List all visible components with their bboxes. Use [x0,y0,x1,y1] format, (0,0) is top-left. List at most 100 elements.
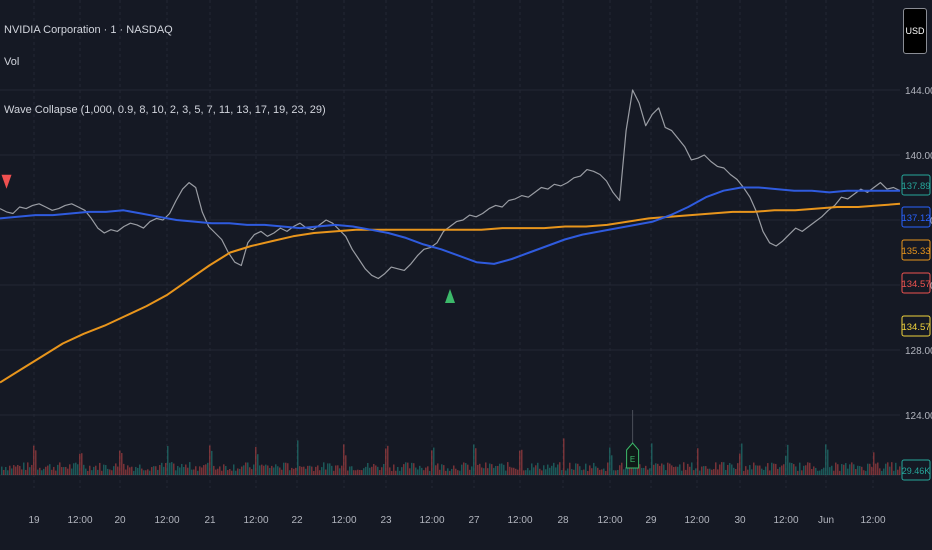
volume-bar [61,467,63,475]
currency-button[interactable]: USD [903,8,927,54]
symbol-legend[interactable]: NVIDIA Corporation · 1 · NASDAQ [4,24,173,36]
volume-bar [65,466,67,475]
volume-bar [649,468,651,475]
volume-bar [891,462,893,475]
volume-bar [359,469,361,475]
volume-bar [803,465,805,475]
time-tick-label: 28 [557,515,569,526]
volume-bar [203,465,205,475]
volume-bar [655,463,657,475]
volume-bar [581,470,583,475]
volume-bar [637,462,639,475]
volume-bar [607,462,609,475]
volume-bar [7,470,9,475]
volume-legend[interactable]: Vol [4,56,20,68]
volume-bar [851,462,853,475]
volume-bar [595,466,597,475]
volume-bar [491,464,493,475]
time-tick-label: 19 [28,515,40,526]
volume-bar [547,464,549,475]
volume-bar [817,470,819,475]
volume-bar [289,470,291,475]
volume-bar [861,466,863,475]
volume-bar [727,464,729,475]
volume-bar [807,462,809,475]
volume-bar [387,445,389,475]
time-axis[interactable]: 19 12:00 20 12:00 21 12:00 22 12:00 23 12:00 27 12:… [28,515,886,526]
volume-bar [167,446,169,475]
volume-bar [443,465,445,475]
volume-bar [27,462,29,475]
volume-bar [205,464,207,475]
volume-bar [37,469,39,475]
volume-bar [645,465,647,475]
volume-bar [511,467,513,475]
volume-bar [25,469,27,475]
volume-bar [723,462,725,475]
volume-bar [731,464,733,475]
volume-bar [783,464,785,475]
volume-bar [89,465,91,475]
volume-bar [709,468,711,475]
volume-bar [101,470,103,475]
volume-bar [839,470,841,475]
volume-bar [701,466,703,475]
volume-bar [597,467,599,475]
volume-bar [413,463,415,475]
volume-bar [349,466,351,475]
volume-bar [273,467,275,475]
volume-bar [717,469,719,475]
volume-bar [219,466,221,475]
volume-bar [299,466,301,475]
volume-bar [47,465,49,475]
volume-bar [639,464,641,475]
volume-bar [843,464,845,475]
time-tick-label: 12:00 [419,515,444,526]
volume-bar [763,469,765,475]
volume-bar [697,448,699,475]
volume-bar [259,465,261,475]
volume-bar [887,462,889,475]
volume-bar [245,462,247,475]
volume-bar [31,464,33,475]
volume-bar [69,464,71,475]
volume-bar [677,466,679,475]
volume-bar [669,463,671,475]
indicator-legend[interactable]: Wave Collapse (1,000, 0.9, 8, 10, 2, 3, … [4,104,326,116]
volume-bar [557,464,559,475]
volume-bar [305,468,307,475]
volume-bar [141,468,143,475]
volume-bar [39,467,41,475]
volume-bar [249,467,251,475]
volume-bar [125,469,127,475]
volume-bar [439,469,441,475]
volume-bar [689,466,691,475]
volume-bar [567,468,569,475]
price-axis[interactable]: 124.00128.00132.00136.00140.00144.00137.… [901,86,932,481]
earnings-marker[interactable] [626,442,640,469]
volume-bar [857,465,859,475]
volume-bar [237,468,239,475]
time-tick-label: 12:00 [154,515,179,526]
volume-bar [55,470,57,475]
volume-bar [329,463,331,475]
volume-bar [461,464,463,475]
volume-bar [747,469,749,475]
volume-bar [471,466,473,475]
volume-bar [587,470,589,475]
volume-bar [67,468,69,475]
volume-bar [629,464,631,475]
volume-bar [821,469,823,475]
volume-bar [497,465,499,475]
volume-bar [395,470,397,475]
volume-bar [369,467,371,475]
volume-bar [239,468,241,475]
volume-bar [201,467,203,475]
price-label-box [901,174,931,196]
volume-bar [543,465,545,475]
volume-bar [679,464,681,475]
volume-bar [667,462,669,475]
price-label-box [901,315,931,337]
volume-bar [317,465,319,475]
